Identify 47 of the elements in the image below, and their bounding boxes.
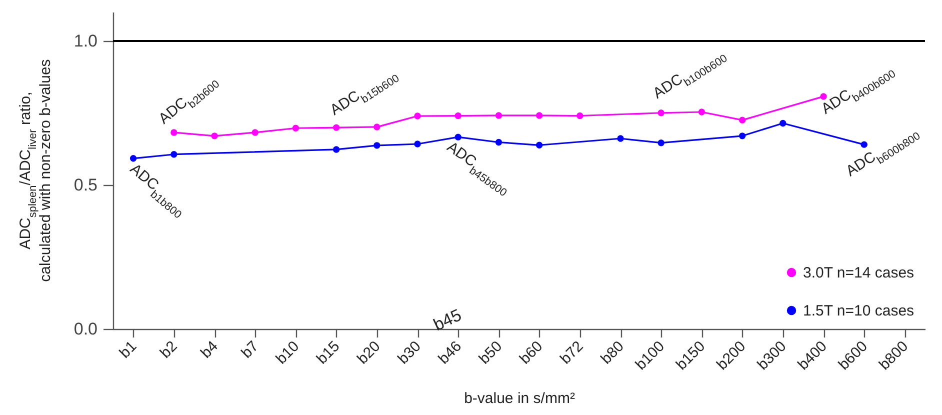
point <box>292 124 300 132</box>
y-tick-label: 1.0 <box>74 31 98 50</box>
point <box>495 138 502 146</box>
point <box>495 112 502 119</box>
y-tick-label: 0.0 <box>74 320 98 338</box>
point <box>738 132 746 140</box>
point <box>454 112 462 120</box>
point <box>170 151 178 158</box>
x-tick-label: b50 <box>476 338 506 368</box>
point <box>374 142 380 149</box>
x-tick-label: b15 <box>313 338 344 368</box>
point <box>130 155 137 162</box>
point <box>414 140 421 148</box>
point <box>332 124 340 131</box>
point <box>252 129 258 136</box>
point <box>170 129 178 136</box>
x-tick-label: b7 <box>238 338 262 362</box>
x-tick-label: b72 <box>557 338 587 368</box>
x-tick-label: b1 <box>116 338 140 362</box>
x-tick-label: b20 <box>354 338 384 368</box>
point <box>576 112 584 120</box>
point <box>536 142 543 148</box>
point <box>454 134 462 140</box>
x-tick-label: b80 <box>598 338 628 368</box>
x-tick-label: b10 <box>272 338 303 368</box>
legend-label: 1.5T n=10 cases <box>803 302 914 320</box>
x-tick-label: b30 <box>394 338 424 368</box>
point <box>374 124 380 130</box>
x-tick-label: b60 <box>516 338 546 368</box>
y-tick-label: 0.5 <box>74 175 98 194</box>
x-axis-title: b-value in s/mm² <box>464 390 575 407</box>
x-tick-label: b2 <box>156 338 181 362</box>
x-tick-label: b46 <box>435 338 465 368</box>
point <box>780 120 786 127</box>
x-tick-label: b4 <box>198 338 222 362</box>
point <box>658 110 664 116</box>
point <box>738 116 746 124</box>
point <box>536 112 543 119</box>
point <box>332 146 340 153</box>
point <box>698 108 706 116</box>
point <box>414 112 421 120</box>
legend-label: 3.0T n=14 cases <box>803 264 914 282</box>
point <box>860 141 868 148</box>
annotation: b45 <box>430 305 464 335</box>
point <box>211 132 218 140</box>
point <box>617 135 624 142</box>
point <box>658 139 664 146</box>
